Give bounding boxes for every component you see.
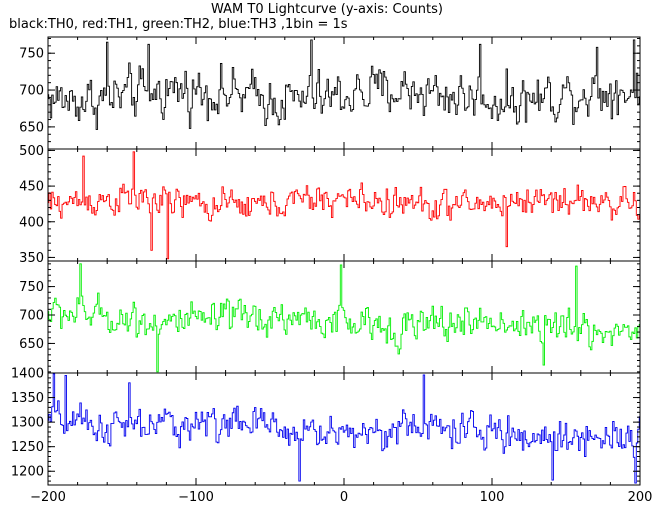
y-tick-label: 650 (19, 120, 44, 135)
series-line-th1 (48, 151, 640, 260)
y-tick-label: 350 (19, 251, 44, 266)
y-tick-label: 700 (19, 309, 44, 324)
y-tick-label: 1300 (11, 416, 44, 431)
panel-frame-th2 (47, 260, 641, 374)
x-tick-label: 100 (480, 490, 505, 505)
series-line-th2 (48, 263, 640, 373)
panel-frame-th3 (47, 372, 641, 486)
y-tick-label: 400 (19, 215, 44, 230)
y-tick-label: 1400 (11, 367, 44, 382)
y-tick-label: 450 (19, 180, 44, 195)
y-tick-label: 1250 (11, 440, 44, 455)
y-tick-label: 650 (19, 337, 44, 352)
y-tick-label: 500 (19, 144, 44, 159)
x-tick-label: 0 (340, 490, 348, 505)
y-tick-label: 750 (19, 280, 44, 295)
panel-frame-th0 (47, 36, 641, 150)
chart-subtitle: black:TH0, red:TH1, green:TH2, blue:TH3 … (9, 17, 348, 32)
y-tick-label: 1350 (11, 391, 44, 406)
panel-frame-th1 (47, 148, 641, 262)
chart-title: WAM T0 Lightcurve (y-axis: Counts) (211, 2, 443, 17)
y-tick-label: 1200 (11, 465, 44, 480)
x-tick-label: −100 (178, 490, 214, 505)
x-tick-label: −200 (30, 490, 66, 505)
y-tick-label: 750 (19, 47, 44, 62)
x-tick-label: 200 (628, 490, 653, 505)
series-line-th3 (48, 373, 640, 484)
y-tick-label: 700 (19, 84, 44, 99)
series-line-th0 (48, 39, 640, 130)
